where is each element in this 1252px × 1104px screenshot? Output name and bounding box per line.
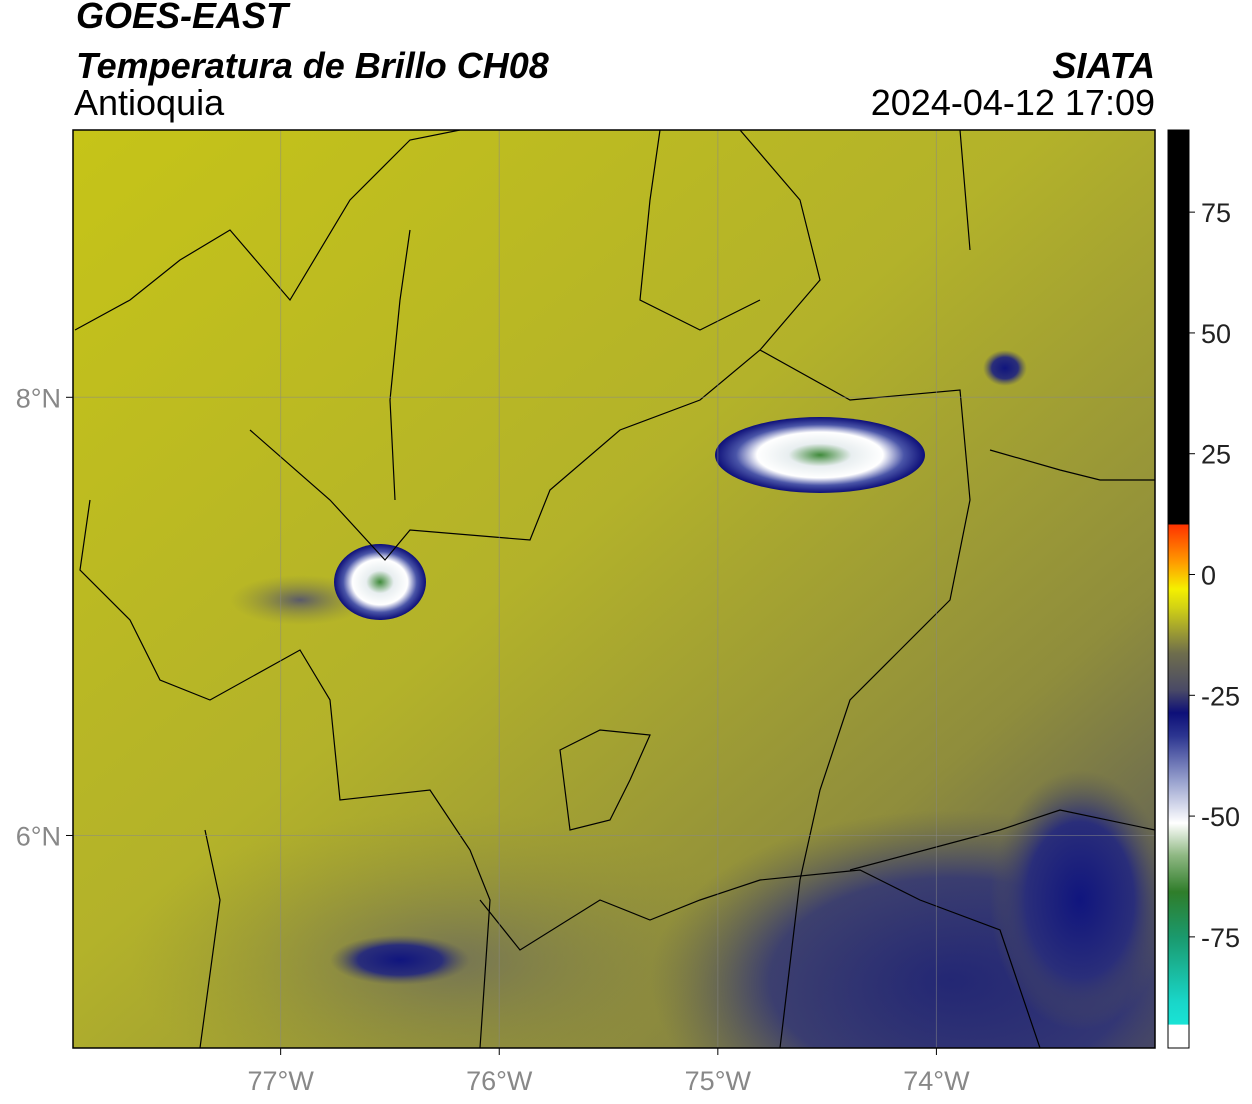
- colorbar-label: -50: [1201, 802, 1240, 832]
- cold-area: [983, 350, 1027, 386]
- subtitle: Temperatura de Brillo CH08: [76, 45, 549, 86]
- cloud-top: [715, 417, 925, 493]
- organization: SIATA: [1052, 45, 1155, 86]
- colorbar-label: -25: [1201, 681, 1240, 711]
- colorbar-label: 75: [1201, 198, 1231, 228]
- graticule: 77°W 76°W 75°W 74°W 8°N 6°N: [16, 130, 1155, 1096]
- colorbar-ticks: 75 50 25 0 -25 -50 -75: [1189, 198, 1240, 953]
- cold-area: [130, 810, 770, 1048]
- colorbar-label: 50: [1201, 319, 1231, 349]
- lat-label: 6°N: [16, 821, 61, 851]
- lon-label: 77°W: [247, 1066, 314, 1096]
- lon-label: 76°W: [466, 1066, 533, 1096]
- lat-label: 8°N: [16, 383, 61, 413]
- cold-area: [330, 935, 470, 985]
- colorbar-label: 0: [1201, 561, 1216, 591]
- title: GOES-EAST: [76, 0, 291, 36]
- region: Antioquia: [74, 82, 225, 123]
- borders: [74, 130, 1155, 1048]
- lon-label: 74°W: [903, 1066, 970, 1096]
- cold-area: [990, 770, 1155, 1030]
- map-frame: [72, 129, 1156, 1049]
- colorbar-label: 25: [1201, 440, 1231, 470]
- colorbar: [1167, 129, 1190, 1049]
- colorbar-label: -75: [1201, 923, 1240, 953]
- datetime: 2024-04-12 17:09: [871, 82, 1155, 123]
- map-field: [73, 130, 1155, 1048]
- cloud-top: [334, 544, 426, 620]
- lon-label: 75°W: [685, 1066, 752, 1096]
